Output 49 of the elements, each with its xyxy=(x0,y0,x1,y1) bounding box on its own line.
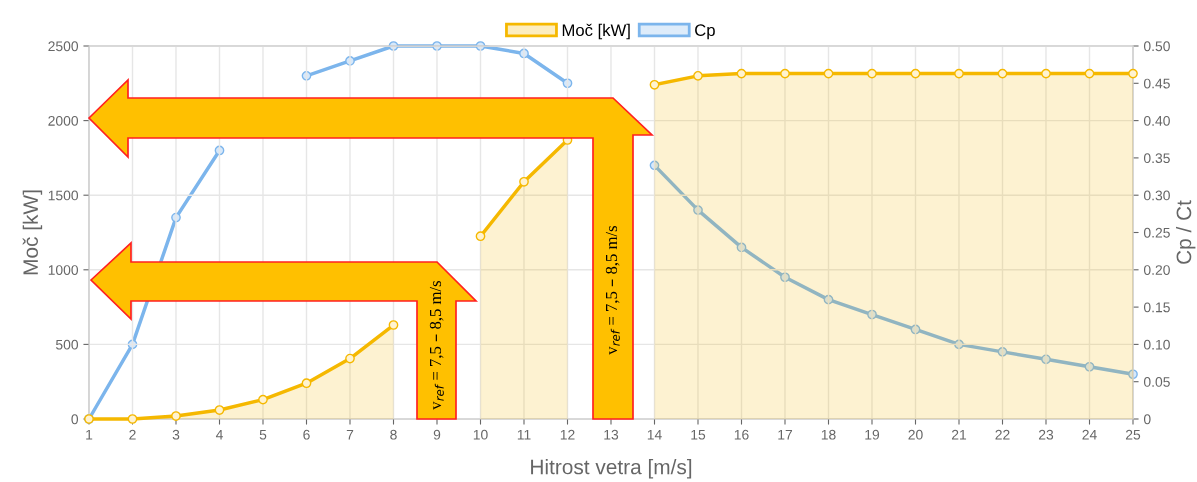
x-tick-label: 4 xyxy=(215,429,223,440)
y-tick-label: 500 xyxy=(55,339,79,350)
x-tick-label: 6 xyxy=(303,429,310,440)
x-tick-label: 11 xyxy=(517,429,531,440)
x-tick-label: 14 xyxy=(647,429,662,440)
y2-tick-label: 0.35 xyxy=(1143,153,1170,164)
y2-tick-label: 0.30 xyxy=(1143,190,1170,201)
x-tick-label: 10 xyxy=(473,429,488,440)
x-tick-label: 22 xyxy=(995,429,1010,440)
y2-tick-label: 0.25 xyxy=(1143,227,1170,238)
y-axis-title: Moč [kW] xyxy=(22,190,43,275)
y2-tick-label: 0.15 xyxy=(1143,302,1170,313)
y2-tick-label: 0.50 xyxy=(1143,41,1170,52)
y2-tick-label: 0.40 xyxy=(1143,115,1170,126)
y-tick-label: 1000 xyxy=(48,265,79,275)
x-axis-title: Hitrost vetra [m/s] xyxy=(531,459,692,479)
x-tick-label: 19 xyxy=(865,429,880,440)
y2-tick-label: 0.10 xyxy=(1143,339,1170,350)
annotation: v$_{ref}$ = 7,5 – 8,5 m/s xyxy=(429,281,444,410)
x-tick-label: 13 xyxy=(604,429,619,440)
x-tick-label: 23 xyxy=(1038,429,1054,440)
x-tick-label: 17 xyxy=(778,429,793,440)
x-tick-label: 2 xyxy=(129,429,136,440)
x-tick-label: 7 xyxy=(346,429,354,440)
x-tick-label: 20 xyxy=(908,429,923,440)
x-tick-label: 3 xyxy=(172,429,180,440)
y-tick-label: 1500 xyxy=(48,190,79,201)
x-tick-label: 21 xyxy=(951,429,967,440)
y-tick-label: 0 xyxy=(71,414,79,425)
x-tick-label: 12 xyxy=(560,429,575,440)
y2-tick-label: 0.45 xyxy=(1143,78,1170,89)
x-tick-label: 25 xyxy=(1125,429,1141,440)
y-tick-label: 2500 xyxy=(48,41,79,52)
y-tick-label: 2000 xyxy=(48,115,79,126)
y2-axis-title: Cp / Ct xyxy=(1176,200,1196,264)
y2-tick-label: 0.20 xyxy=(1143,265,1170,275)
x-tick-label: 18 xyxy=(821,429,836,440)
legend-label: Moč [kW] xyxy=(562,23,630,40)
annotation: v$_{ref}$ = 7,5 – 8,5 m/s xyxy=(605,226,620,355)
x-tick-label: 8 xyxy=(390,429,397,440)
legend-label: Cp xyxy=(695,24,715,40)
x-tick-label: 15 xyxy=(691,429,706,440)
x-tick-label: 24 xyxy=(1082,429,1097,440)
x-tick-label: 5 xyxy=(259,429,267,440)
y2-tick-label: 0 xyxy=(1143,414,1151,425)
y2-tick-label: 0.05 xyxy=(1143,377,1170,387)
x-tick-label: 1 xyxy=(86,429,93,440)
x-tick-label: 16 xyxy=(734,429,749,440)
x-tick-label: 9 xyxy=(433,429,441,440)
